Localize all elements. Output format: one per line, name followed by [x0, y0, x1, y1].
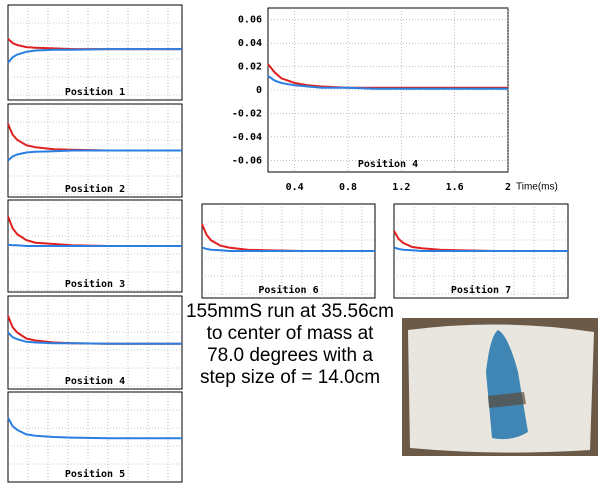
y-tick-label: 0.06 — [238, 15, 262, 26]
caption-line: step size of = 14.0cm — [200, 367, 380, 388]
x-tick-label: 1.2 — [392, 182, 410, 193]
plot-area — [7, 391, 183, 483]
data-line — [7, 331, 182, 345]
plot-area — [7, 4, 183, 101]
data-line — [7, 417, 182, 440]
x-tick-label: 1.6 — [446, 182, 464, 193]
chart-title: Position 4 — [358, 158, 418, 170]
photo — [402, 318, 598, 456]
caption-line: to center of mass at — [207, 323, 375, 344]
y-tick-label: -0.02 — [232, 108, 262, 119]
x-tick-label: 0.4 — [286, 182, 304, 193]
photo-band — [488, 392, 526, 408]
chart-title: Position 6 — [258, 284, 318, 296]
chart-title: Position 1 — [65, 86, 125, 98]
data-line — [267, 75, 508, 90]
y-tick-label: 0 — [256, 85, 262, 96]
chart-title: Position 5 — [65, 468, 125, 480]
caption-line: 155mmS run at 35.56cm — [186, 301, 394, 322]
x-axis-label: Time(ms) — [516, 182, 558, 193]
chart-title: Position 7 — [451, 284, 511, 296]
chart-title: Position 4 — [65, 375, 125, 387]
data-line — [393, 246, 568, 252]
chart-title: Position 3 — [65, 278, 125, 290]
data-line — [7, 48, 182, 64]
x-tick-label: 2 — [505, 182, 511, 193]
y-tick-label: 0.02 — [238, 62, 262, 73]
data-line — [7, 243, 182, 247]
chart-title: Position 2 — [65, 183, 125, 195]
data-line — [7, 149, 182, 162]
photo-shell — [486, 330, 528, 440]
data-line — [201, 246, 375, 252]
y-tick-label: -0.06 — [232, 155, 262, 166]
y-tick-label: -0.04 — [232, 132, 262, 143]
caption-line: 78.0 degrees with a — [207, 345, 373, 366]
y-tick-label: 0.04 — [238, 38, 262, 49]
x-tick-label: 0.8 — [339, 182, 357, 193]
